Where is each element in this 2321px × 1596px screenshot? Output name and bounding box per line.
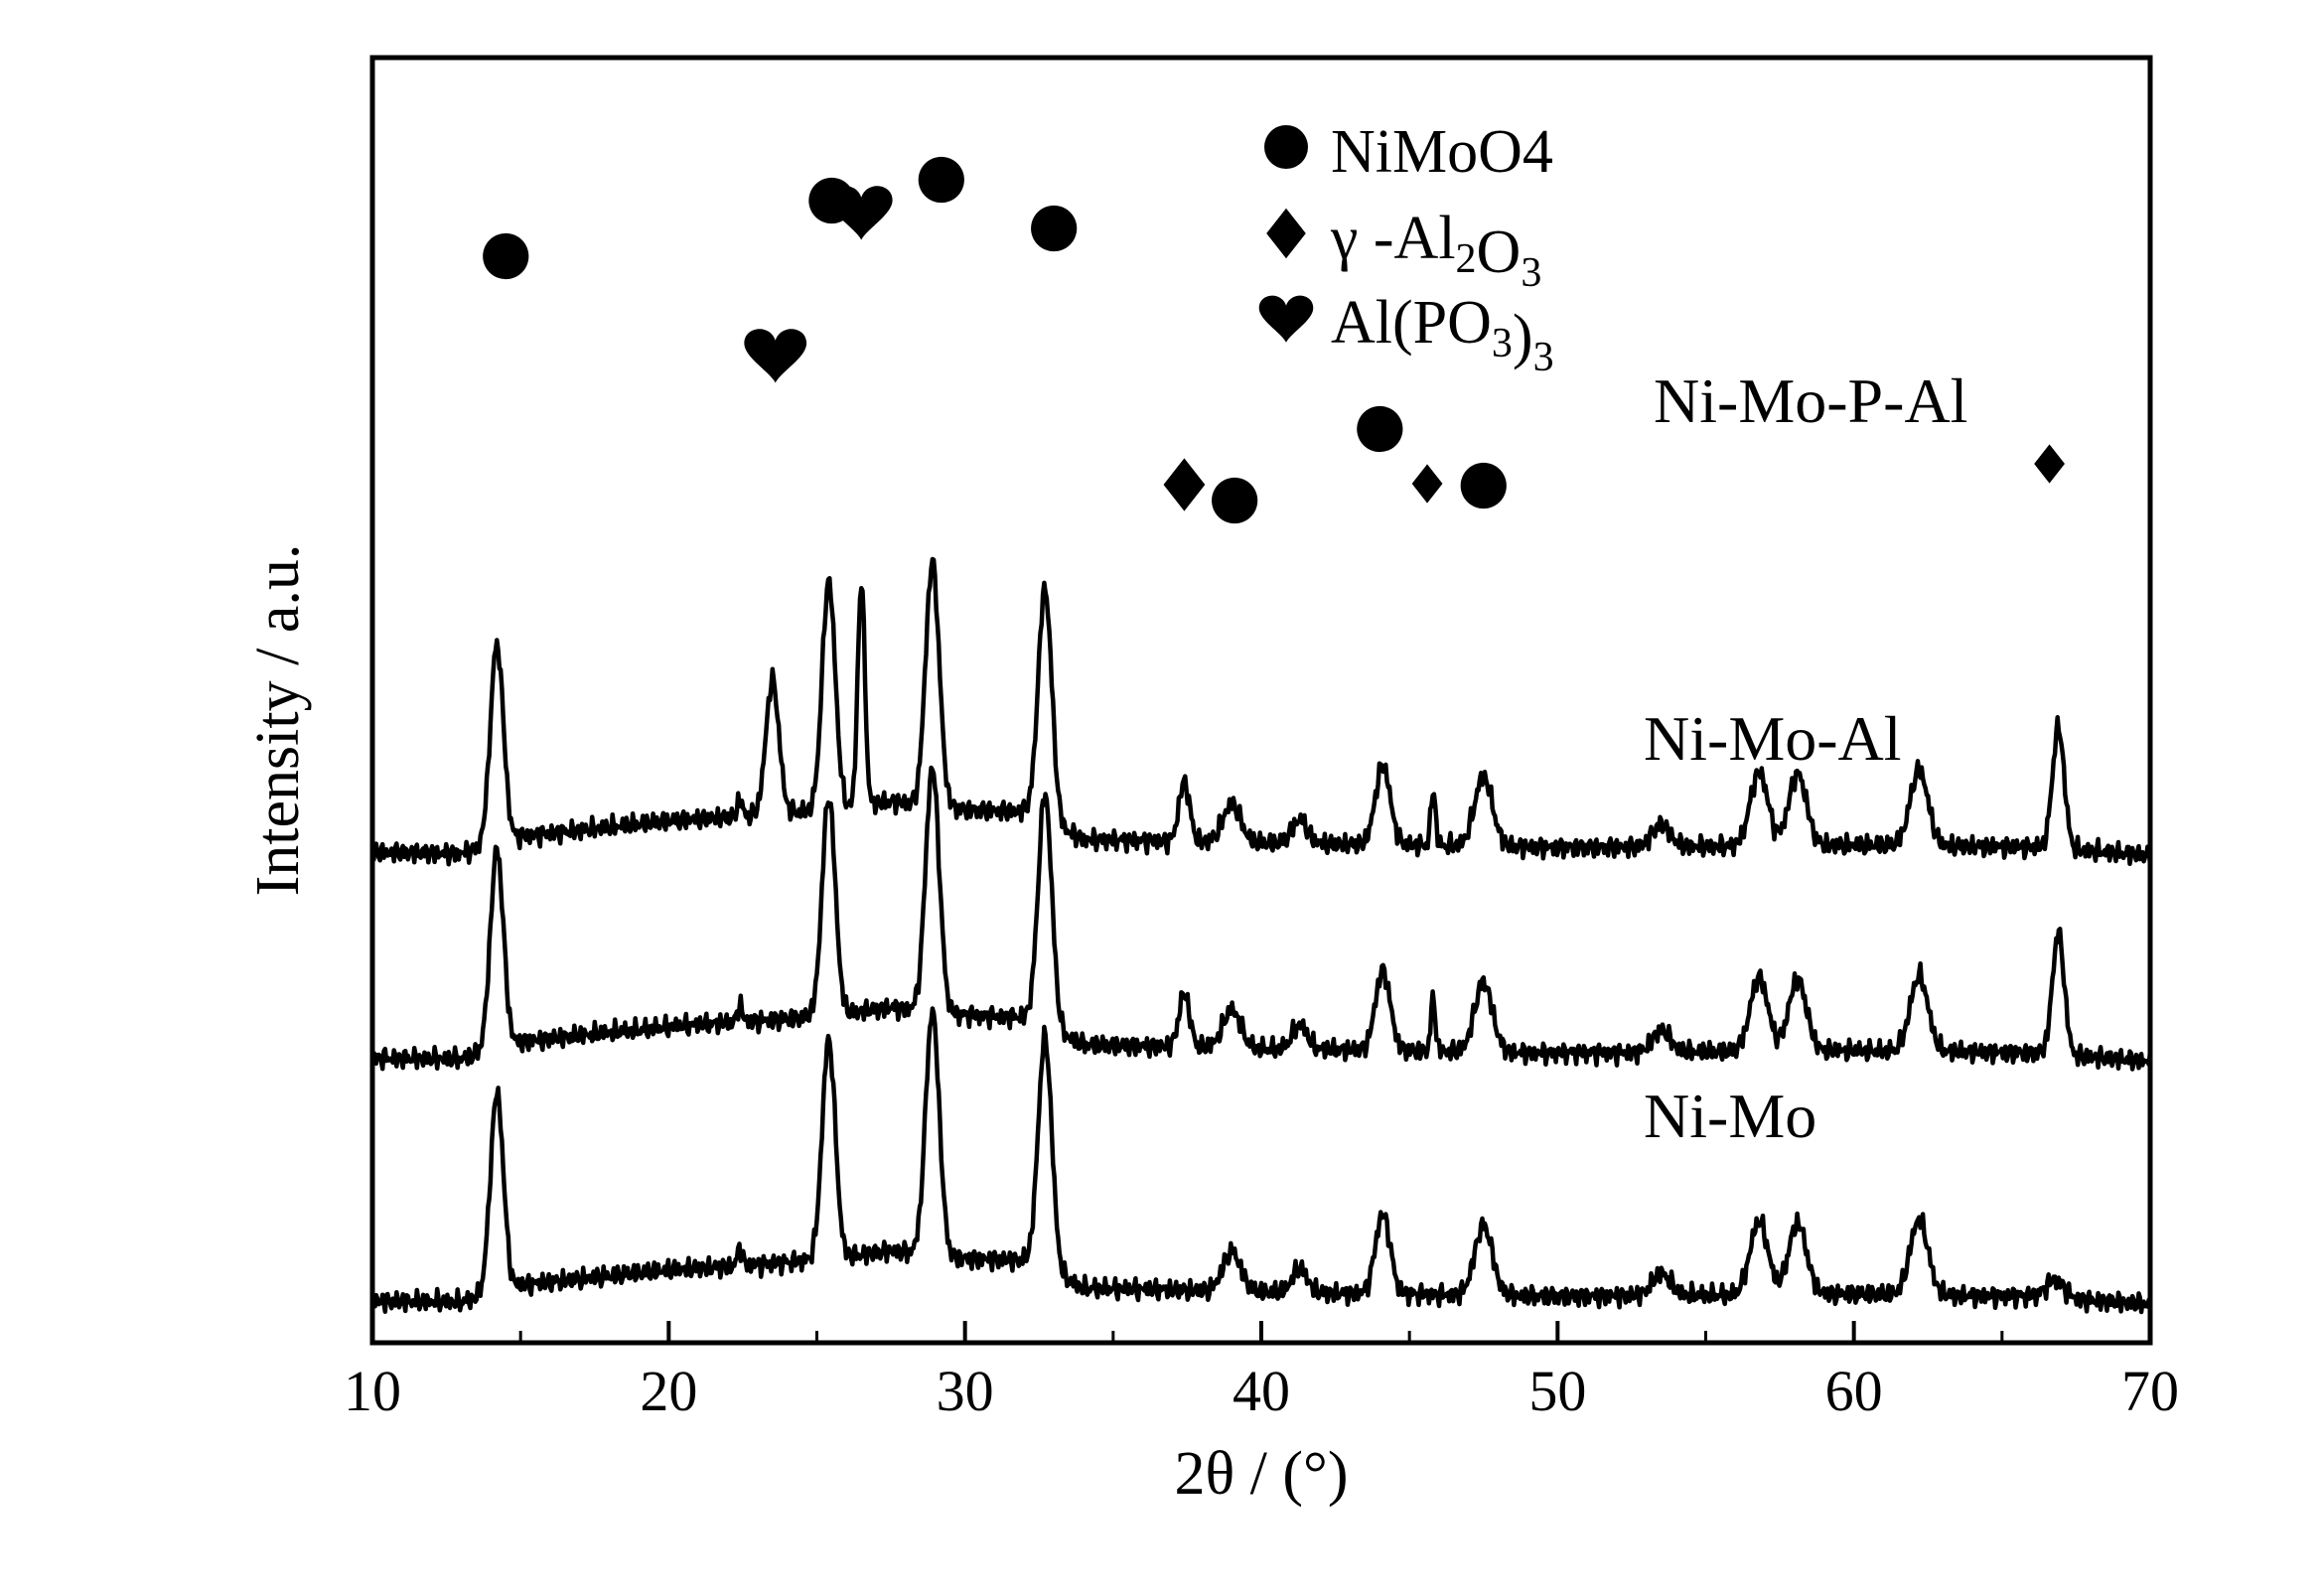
x-axis-label: 2θ / (°) (1174, 1440, 1348, 1508)
series-labels: Ni-Mo Ni-Mo-Al Ni-Mo-P-Al (1644, 365, 1967, 1151)
heart-marker-23-6 (744, 329, 807, 383)
x-tick-label: 40 (1233, 1359, 1290, 1423)
heart-marker-26-5 (829, 186, 893, 240)
legend-heart-icon (1258, 295, 1314, 343)
series-line-ni-mo-al (369, 765, 2153, 1072)
legend-diamond-icon (1266, 208, 1306, 259)
x-tick-label: 20 (640, 1359, 697, 1423)
spectra (369, 556, 2153, 1315)
x-tick-label: 30 (937, 1359, 994, 1423)
circle-marker-44 (1357, 405, 1403, 453)
circle-marker-14-5 (483, 232, 529, 280)
plot-frame (369, 55, 2153, 1346)
series-label-ni-mo-al: Ni-Mo-Al (1644, 703, 1902, 774)
circle-marker-29-2 (918, 156, 964, 204)
series-label-ni-mo: Ni-Mo (1644, 1081, 1816, 1151)
legend-label-0: NiMoO4 (1331, 118, 1553, 186)
diamond-marker-37-4 (1163, 458, 1206, 511)
x-tick-label: 10 (344, 1359, 401, 1423)
x-tick-label: 70 (2121, 1359, 2179, 1423)
circle-marker-33 (1031, 205, 1078, 252)
series-line-ni-mo (370, 1006, 2153, 1315)
x-tick-label: 50 (1528, 1359, 1586, 1423)
y-axis-label: Intensity / a.u. (244, 544, 312, 897)
legend-label-2: Al(PO3)3 (1331, 289, 1554, 380)
circle-marker-47-5 (1460, 462, 1507, 509)
legend-circle-icon (1264, 125, 1308, 169)
diamond-marker-45-6 (1411, 464, 1443, 504)
series-label-ni-mo-p-al: Ni-Mo-P-Al (1654, 365, 1967, 436)
x-tick-label: 60 (1825, 1359, 1883, 1423)
circle-marker-39-1 (1212, 477, 1258, 524)
series-line-ni-mo-p-al (369, 556, 2153, 867)
diamond-marker-66-6 (2034, 444, 2065, 484)
legend-label-1: γ -Al2O3 (1330, 205, 1541, 296)
peak-markers (483, 156, 2065, 524)
x-axis-ticks: 10 20 30 40 50 60 70 (344, 1321, 2179, 1423)
